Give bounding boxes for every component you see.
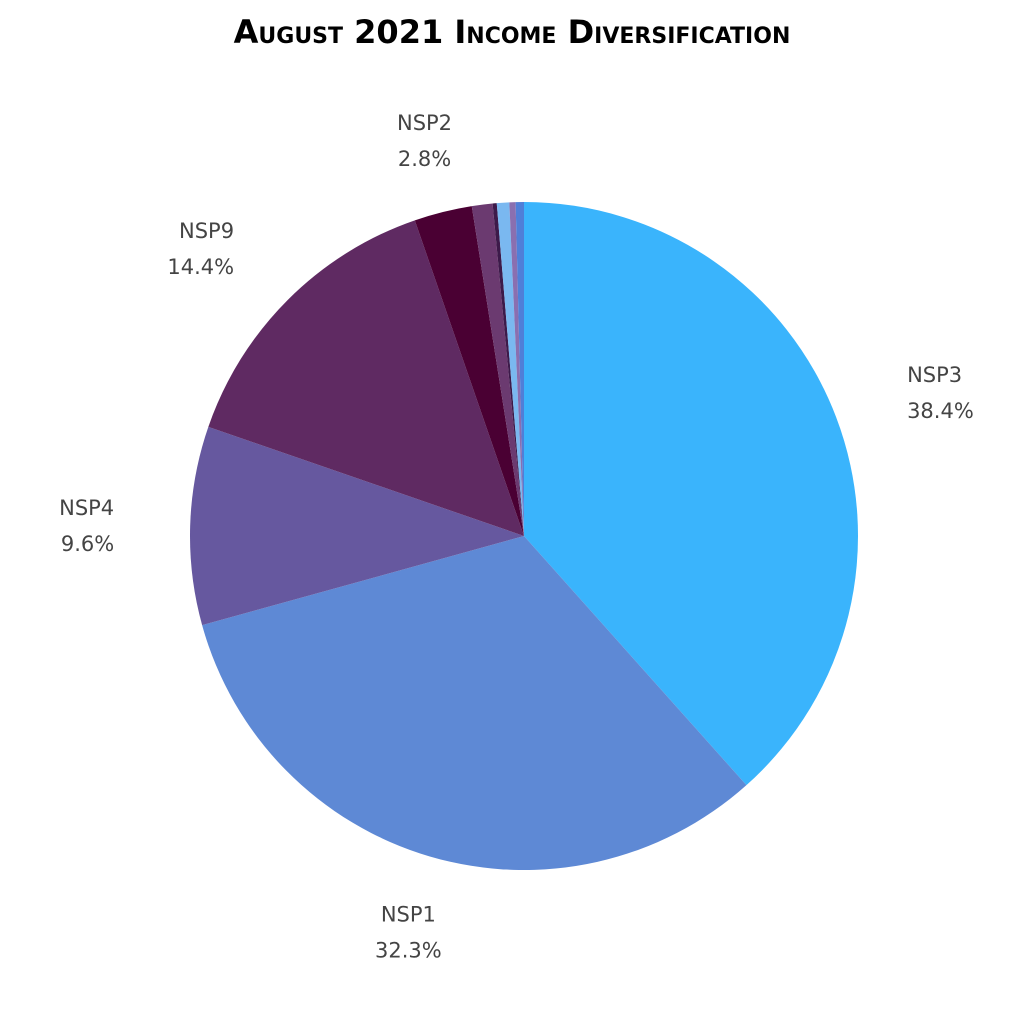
slice-value-label: 9.6% (61, 532, 114, 556)
slice-label: NSP9 (179, 219, 234, 243)
slice-label: NSP4 (59, 496, 114, 520)
pie-slice (471, 203, 524, 536)
slice-label: NSP2 (397, 111, 452, 135)
slice-label: NSP3 (907, 363, 962, 387)
slice-label: NSP1 (381, 902, 436, 926)
pie-slice (414, 206, 524, 536)
slice-value-label: 32.3% (375, 938, 442, 962)
pie-slice (496, 202, 524, 536)
pie-slice (208, 220, 524, 536)
pie-slice (515, 202, 524, 536)
slice-value-label: 38.4% (907, 399, 974, 423)
pie-slice (190, 426, 525, 626)
pie-slice (524, 202, 859, 786)
pie-slice (492, 203, 524, 536)
chart-title: August 2021 Income Diversification (234, 13, 791, 51)
pie-slice (202, 536, 747, 871)
pie-slice (509, 202, 524, 537)
slice-value-label: 2.8% (398, 147, 451, 171)
slice-value-label: 14.4% (167, 255, 234, 279)
